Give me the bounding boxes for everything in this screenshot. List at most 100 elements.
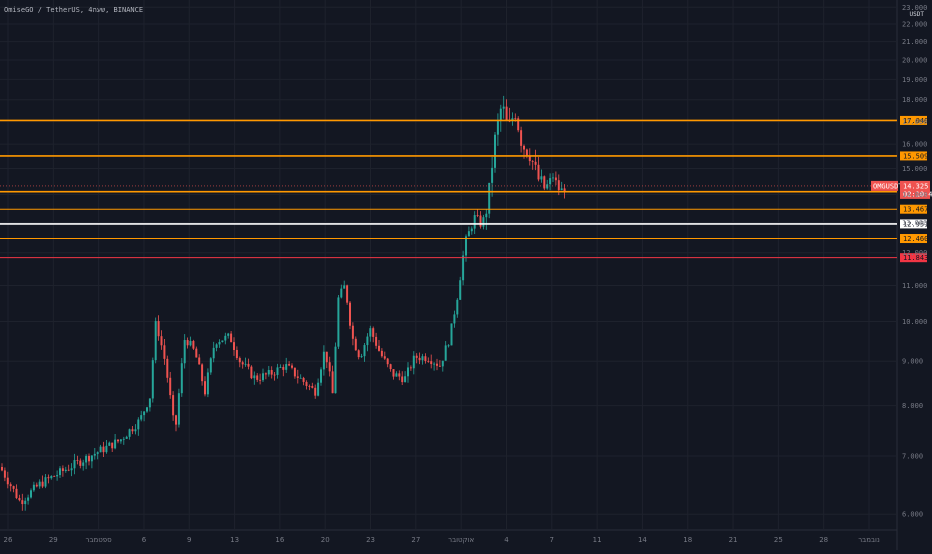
candle-body: [160, 336, 163, 346]
candle-body: [409, 367, 412, 369]
candle-body: [554, 177, 557, 181]
candle-body: [514, 118, 517, 120]
candle-body: [201, 364, 204, 382]
candle-body: [537, 164, 540, 180]
candle-body: [325, 351, 328, 363]
candle-body: [447, 345, 450, 347]
candle-body: [395, 373, 398, 377]
candle-body: [241, 362, 244, 365]
y-tick-label: 11.000: [902, 282, 927, 290]
candle-body: [9, 484, 12, 487]
price-level-tag[interactable]: [900, 204, 927, 214]
candle-body: [488, 182, 491, 214]
y-tick-label: 18.000: [902, 96, 927, 104]
price-level-tag[interactable]: [900, 219, 927, 229]
price-level-tag[interactable]: [900, 151, 927, 161]
candle-body: [114, 439, 117, 449]
candles: [1, 95, 566, 511]
candle-body: [465, 236, 467, 256]
x-tick-label: 28: [819, 536, 828, 544]
symbol-title[interactable]: OmiseGO / TetherUS, 4שעה, BINANCE: [4, 6, 144, 14]
candle-body: [224, 335, 227, 341]
x-tick-label: 9: [187, 536, 191, 544]
x-tick-label: 21: [729, 536, 738, 544]
candle-body: [427, 360, 430, 362]
candle-body: [291, 365, 293, 368]
price-axis[interactable]: 23.000 22.000 21.000 20.000 19.000 18.000 17.0…: [902, 4, 927, 519]
candle-body: [192, 341, 195, 349]
candle-body: [180, 363, 183, 394]
candle-body: [169, 377, 172, 396]
x-tick-label: אוקטובר: [448, 536, 474, 544]
candle-body: [140, 415, 143, 420]
candle-body: [441, 360, 444, 367]
current-price-tag[interactable]: [900, 180, 930, 199]
candle-body: [195, 348, 198, 358]
y-tick-label: 8.000: [902, 402, 923, 410]
x-tick-label: 26: [4, 536, 13, 544]
candle-body: [154, 321, 157, 361]
x-tick-label: 16: [275, 536, 284, 544]
candle-body: [270, 370, 273, 375]
symbol-tag[interactable]: [871, 180, 898, 191]
candle-body: [288, 364, 291, 366]
price-level-label: 12.951: [903, 220, 928, 228]
candle-body: [433, 363, 436, 365]
time-axis[interactable]: 26 29 ספטמבר 6 9 13 16 20 23 27 אוקטובר 4 7 11 14 18 21 2…: [4, 536, 880, 544]
candle-body: [6, 477, 9, 485]
candle-body: [476, 215, 479, 216]
candle-body: [21, 500, 24, 505]
horizontal-levels[interactable]: 17.04015.50914.10713.46712.95112.46011.8…: [0, 115, 932, 263]
candle-body: [401, 376, 404, 383]
price-level-tag[interactable]: [900, 234, 927, 244]
candle-body: [105, 445, 108, 453]
price-level-tag[interactable]: [900, 253, 927, 263]
candle-body: [386, 358, 389, 365]
candle-body: [27, 497, 30, 501]
candle-body: [198, 357, 201, 365]
candle-body: [334, 346, 337, 394]
candle-body: [73, 460, 76, 469]
candle-body: [221, 340, 224, 343]
candle-body: [528, 156, 531, 162]
candle-body: [102, 446, 105, 453]
candle-body: [378, 345, 380, 351]
candle-body: [82, 462, 85, 466]
x-tick-label: 7: [550, 536, 554, 544]
candle-body: [418, 357, 421, 361]
candle-body: [491, 167, 494, 183]
candle-body: [247, 363, 250, 367]
price-level-label: 13.467: [903, 206, 928, 214]
candle-body: [30, 490, 32, 498]
candle-body: [125, 436, 128, 439]
y-tick-label: 15.000: [902, 165, 927, 173]
candle-body: [363, 345, 366, 357]
candle-body: [253, 375, 256, 379]
price-level-label: 17.040: [903, 117, 928, 125]
candle-body: [407, 367, 409, 377]
candle-body: [430, 361, 433, 365]
price-level-label: 11.843: [903, 254, 928, 262]
candle-body: [552, 177, 554, 179]
y-tick-label: 14.000: [902, 191, 927, 199]
candle-body: [392, 369, 395, 377]
candle-body: [349, 302, 351, 326]
candle-body: [296, 376, 299, 378]
candle-body: [505, 106, 508, 121]
candle-body: [175, 415, 177, 425]
candle-body: [520, 130, 523, 146]
candle-body: [215, 344, 218, 348]
candle-body: [337, 297, 340, 347]
candle-body: [47, 477, 50, 479]
candle-body: [204, 381, 206, 395]
price-level-tag[interactable]: [900, 115, 927, 125]
price-unit[interactable]: USDT: [909, 11, 924, 18]
candle-body: [163, 345, 166, 359]
y-tick-label: 19.000: [902, 76, 927, 84]
x-tick-label: ספטמבר: [86, 536, 113, 544]
price-level-label: 15.509: [903, 152, 928, 160]
candle-body: [563, 188, 566, 192]
